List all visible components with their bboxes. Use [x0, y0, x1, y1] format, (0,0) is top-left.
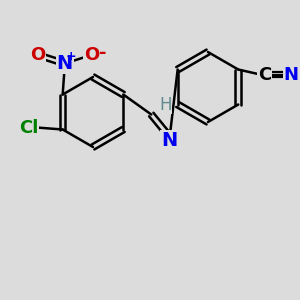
Text: -: -: [99, 44, 106, 62]
Text: Cl: Cl: [19, 118, 38, 136]
Text: O: O: [30, 46, 45, 64]
Text: N: N: [57, 54, 73, 73]
Text: +: +: [65, 50, 76, 63]
Text: N: N: [284, 65, 299, 83]
Text: O: O: [84, 46, 99, 64]
Text: C: C: [258, 65, 271, 83]
Text: N: N: [161, 131, 177, 150]
Text: H: H: [159, 95, 172, 113]
